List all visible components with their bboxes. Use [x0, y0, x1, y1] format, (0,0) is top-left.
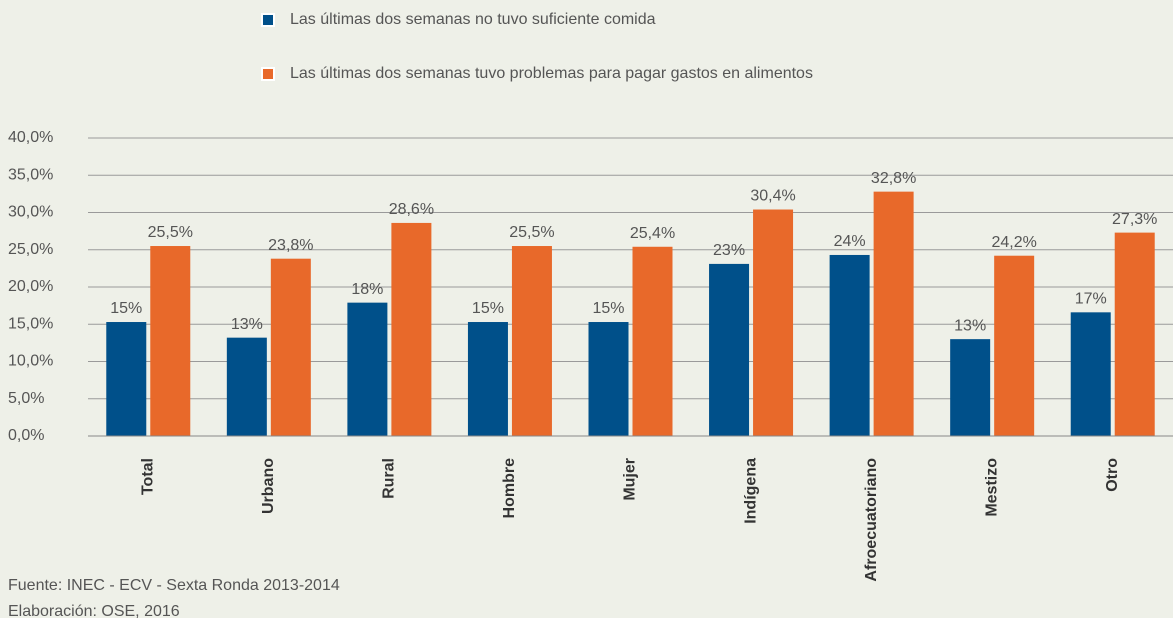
data-label: 13%: [231, 316, 263, 333]
bar: [347, 302, 388, 436]
data-label: 23,8%: [268, 237, 313, 254]
bar: [391, 222, 432, 436]
bar: [950, 339, 991, 436]
legend-swatch: [261, 13, 275, 27]
data-label: 17%: [1075, 291, 1107, 308]
x-tick-label: Afroecuatoriano: [863, 458, 880, 582]
bar: [994, 255, 1035, 436]
bar: [753, 209, 794, 436]
legend-swatch: [261, 67, 275, 81]
x-tick-label: Indígena: [742, 458, 759, 524]
y-tick-label: 30,0%: [8, 204, 53, 221]
data-label: 15%: [472, 300, 504, 317]
source-note: Fuente: INEC - ECV - Sexta Ronda 2013-20…: [8, 577, 340, 594]
legend-label: Las últimas dos semanas no tuvo suficien…: [290, 11, 656, 28]
data-label: 18%: [351, 281, 383, 298]
bar: [873, 191, 914, 436]
data-label: 25,4%: [630, 225, 675, 242]
bar: [270, 258, 311, 436]
bar: [150, 246, 191, 436]
x-tick-label: Hombre: [501, 458, 518, 519]
data-label: 25,5%: [509, 224, 554, 241]
bar: [588, 322, 629, 436]
x-tick-label: Mujer: [622, 458, 639, 501]
y-tick-label: 10,0%: [8, 353, 53, 370]
y-tick-label: 35,0%: [8, 166, 53, 183]
y-tick-label: 5,0%: [8, 390, 44, 407]
bar: [106, 322, 147, 436]
data-label: 24%: [834, 233, 866, 250]
data-label: 24,2%: [991, 234, 1036, 251]
x-tick-label: Mestizo: [983, 458, 1000, 517]
data-label: 13%: [954, 317, 986, 334]
y-tick-label: 40,0%: [8, 129, 53, 146]
y-tick-label: 20,0%: [8, 278, 53, 295]
x-tick-label: Total: [139, 458, 156, 495]
bar: [1070, 312, 1111, 436]
data-label: 23%: [713, 242, 745, 259]
data-label: 15%: [592, 300, 624, 317]
y-tick-label: 15,0%: [8, 315, 53, 332]
bar: [709, 263, 750, 436]
data-label: 25,5%: [148, 224, 193, 241]
bar: [511, 246, 552, 436]
x-tick-label: Urbano: [260, 458, 277, 514]
x-tick-label: Otro: [1104, 458, 1121, 492]
legend-label: Las últimas dos semanas tuvo problemas p…: [290, 65, 813, 82]
data-label: 30,4%: [750, 188, 795, 205]
data-label: 15%: [110, 300, 142, 317]
x-tick-label: Rural: [381, 458, 398, 499]
data-label: 27,3%: [1112, 211, 1157, 228]
data-label: 28,6%: [389, 201, 434, 218]
bar: [467, 322, 508, 436]
bar: [632, 246, 673, 436]
bar: [829, 254, 870, 436]
source-note: Elaboración: OSE, 2016: [8, 603, 180, 618]
data-label: 32,8%: [871, 170, 916, 187]
bar: [226, 337, 267, 436]
bar: [1114, 232, 1155, 436]
y-tick-label: 25,0%: [8, 241, 53, 258]
y-tick-label: 0,0%: [8, 427, 44, 444]
